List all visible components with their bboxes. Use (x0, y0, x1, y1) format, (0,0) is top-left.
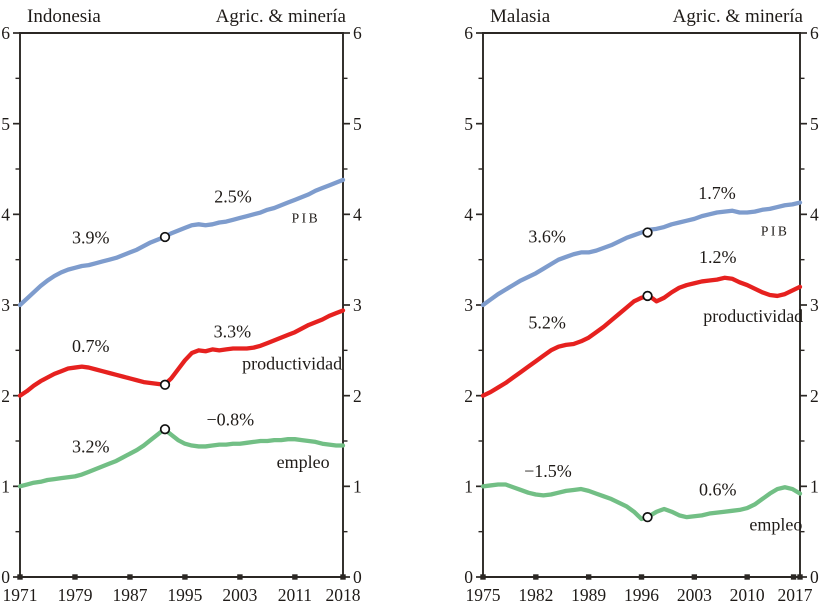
growth-rate-label: 1.2% (699, 247, 737, 267)
y-axis-label-right: 2 (810, 386, 819, 406)
y-axis-label-right: 0 (353, 567, 362, 587)
breakpoint-marker-productividad (159, 379, 171, 390)
series-line-empleo (17, 427, 346, 489)
chart-title-country: Malasia (490, 6, 551, 27)
growth-rate-label: 1.7% (698, 183, 736, 203)
growth-rate-label: 3.6% (528, 226, 566, 246)
x-axis-label: 2010 (730, 585, 765, 605)
y-axis-label-right: 3 (810, 295, 819, 315)
y-axis-label-right: 4 (353, 204, 362, 224)
x-axis-tick-square (127, 574, 133, 580)
chart-panel-malasia: Malasia Agric. & minería 0 0 1 1 2 2 3 3 4 4 5 5 6 6 197… (413, 0, 826, 608)
series-label: empleo (749, 515, 802, 535)
x-axis-label: 1979 (57, 585, 92, 605)
growth-rate-label: 2.5% (214, 187, 252, 207)
x-axis-label: 1996 (624, 585, 659, 605)
growth-rate-label: 5.2% (528, 313, 566, 333)
series-line-pib (17, 177, 346, 308)
breakpoint-marker-pib (642, 227, 653, 238)
x-axis-tick-square (744, 574, 750, 580)
breakpoint-marker-pib (159, 231, 171, 243)
x-axis-tick-square (533, 574, 539, 580)
growth-rate-label: 0.6% (699, 479, 737, 499)
y-axis-label-left: 1 (1, 476, 10, 496)
growth-rate-label: 3.2% (72, 437, 110, 457)
x-axis-tick-square (638, 574, 645, 580)
x-axis-tick-square (237, 574, 243, 580)
plot-frame (19, 32, 344, 578)
chart-title-country: Indonesia (27, 6, 101, 27)
y-axis-label-left: 2 (464, 386, 473, 406)
chart-svg-indonesia: Indonesia Agric. & minería 0 0 1 1 2 2 3 3 4 4 5 5 6 6 1… (1, 6, 362, 605)
x-axis-tick-square (585, 574, 592, 580)
y-axis-label-right: 4 (810, 204, 819, 224)
x-axis-tick-square (797, 574, 803, 580)
x-axis-label: 1971 (3, 585, 38, 605)
y-axis-label-left: 6 (1, 23, 10, 43)
growth-rate-label: −1.5% (524, 461, 572, 481)
x-axis-label: 1995 (167, 585, 202, 605)
y-axis-label-left: 4 (464, 204, 473, 224)
x-axis-tick-square (292, 574, 298, 580)
y-axis-label-left: 5 (464, 114, 473, 134)
y-axis-label-left: 2 (1, 386, 10, 406)
series-line-pib (480, 200, 803, 308)
y-axis-label-right: 5 (810, 114, 819, 134)
x-axis-label: 2011 (278, 585, 312, 605)
growth-rate-label: 0.7% (72, 336, 110, 356)
x-axis-tick-square (182, 574, 188, 580)
y-axis-label-right: 3 (353, 295, 362, 315)
breakpoint-marker-productividad (642, 290, 653, 302)
y-axis-label-left: 0 (464, 567, 473, 587)
series-line-productividad (480, 275, 803, 398)
x-axis-label: 2003 (677, 585, 712, 605)
y-axis-label-right: 1 (353, 476, 362, 496)
series-line-empleo (480, 482, 803, 522)
x-axis-tick-square (691, 574, 698, 580)
growth-rate-label: 3.9% (72, 227, 110, 247)
y-axis-label-left: 1 (464, 476, 473, 496)
x-axis-label: 2018 (326, 585, 361, 605)
x-axis-tick-square (790, 574, 797, 580)
x-axis-tick-square (72, 574, 78, 580)
growth-rate-label: −0.8% (206, 410, 254, 430)
y-axis-label-right: 1 (810, 476, 819, 496)
growth-rate-label: 3.3% (214, 322, 252, 342)
y-axis-label-left: 3 (464, 295, 473, 315)
y-axis-label-left: 5 (1, 114, 10, 134)
y-axis-label-right: 5 (353, 114, 362, 134)
y-axis-label-left: 4 (1, 204, 10, 224)
x-axis-label: 1989 (571, 585, 606, 605)
y-axis-label-right: 0 (810, 567, 819, 587)
y-axis-label-left: 0 (1, 567, 10, 587)
chart-svg-malasia: Malasia Agric. & minería 0 0 1 1 2 2 3 3 4 4 5 5 6 6 197… (464, 6, 819, 605)
x-axis-label: 1975 (466, 585, 501, 605)
y-axis-label-right: 6 (810, 23, 819, 43)
series-line-productividad (17, 308, 346, 398)
x-axis-tick-square (340, 574, 346, 580)
y-axis-label-left: 3 (1, 295, 10, 315)
series-label: empleo (277, 452, 330, 472)
breakpoint-marker-empleo (159, 424, 171, 435)
x-axis-label: 1982 (518, 585, 553, 605)
chart-title-sector: Agric. & minería (216, 6, 347, 27)
x-axis-label: 2003 (222, 585, 257, 605)
x-axis-label: 1987 (112, 585, 147, 605)
breakpoint-marker-empleo (642, 512, 653, 523)
series-label-pib: PIB (761, 223, 790, 238)
chart-panel-indonesia: Indonesia Agric. & minería 0 0 1 1 2 2 3 3 4 4 5 5 6 6 1… (1, 6, 362, 605)
chart-title-sector: Agric. & minería (673, 6, 804, 27)
series-label-pib: PIB (292, 211, 321, 226)
y-axis-label-right: 2 (353, 386, 362, 406)
x-axis-label: 2017 (778, 585, 813, 605)
series-label: productividad (242, 353, 342, 373)
y-axis-label-right: 6 (353, 23, 362, 43)
series-label: productividad (703, 306, 803, 326)
y-axis-label-left: 6 (464, 23, 473, 43)
x-axis-tick-square (17, 574, 23, 580)
x-axis-tick-square (480, 574, 486, 580)
